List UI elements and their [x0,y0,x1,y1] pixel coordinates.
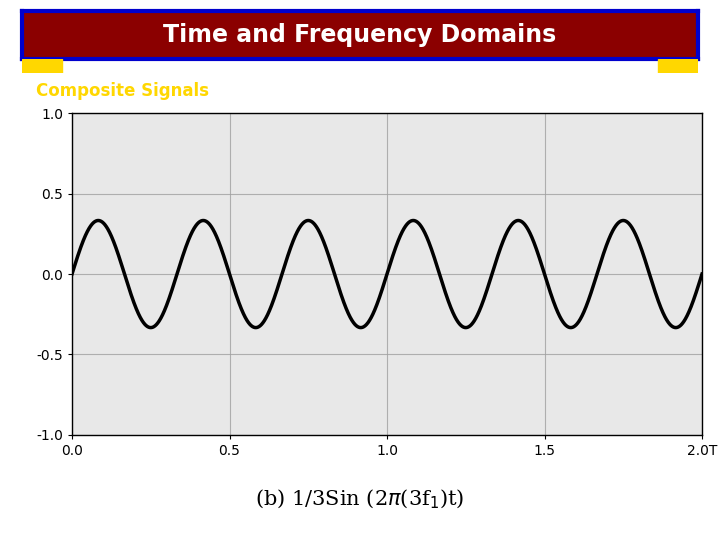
Text: Time and Frequency Domains: Time and Frequency Domains [163,23,557,47]
Text: (b) 1/3Sin (2$\pi$(3f$_1$)t): (b) 1/3Sin (2$\pi$(3f$_1$)t) [256,488,464,511]
Bar [22,59,62,73]
Text: Composite Signals: Composite Signals [36,82,209,100]
Bar [658,59,698,73]
